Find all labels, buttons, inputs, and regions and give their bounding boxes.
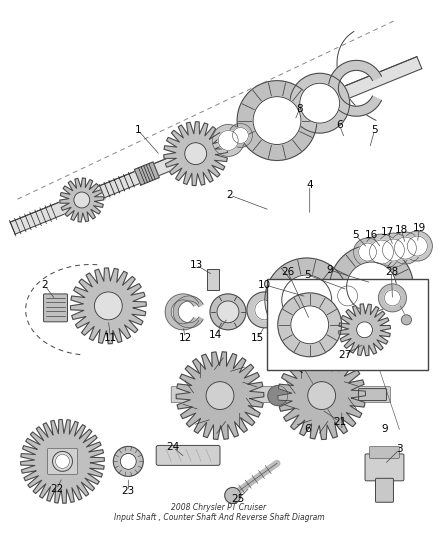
Circle shape (95, 292, 122, 320)
Text: 5: 5 (352, 230, 359, 240)
Text: 5: 5 (304, 270, 311, 280)
Text: 2: 2 (226, 190, 233, 200)
Text: 12: 12 (178, 333, 192, 343)
Circle shape (377, 233, 410, 267)
Text: 2: 2 (41, 280, 48, 290)
Circle shape (113, 447, 143, 477)
Text: 2008 Chrysler PT Cruiser
Input Shaft , Counter Shaft And Reverse Shaft Diagram: 2008 Chrysler PT Cruiser Input Shaft , C… (114, 503, 324, 522)
Circle shape (278, 293, 342, 357)
FancyBboxPatch shape (207, 270, 219, 290)
Circle shape (53, 451, 72, 471)
Circle shape (389, 232, 421, 264)
Circle shape (56, 455, 70, 469)
Circle shape (247, 292, 283, 328)
Text: 9: 9 (381, 424, 388, 434)
Circle shape (218, 131, 238, 150)
Circle shape (212, 125, 244, 156)
Polygon shape (21, 419, 104, 503)
Circle shape (378, 284, 406, 312)
Polygon shape (134, 162, 159, 185)
Circle shape (217, 301, 239, 323)
Circle shape (229, 124, 252, 148)
FancyBboxPatch shape (375, 478, 393, 502)
FancyBboxPatch shape (359, 389, 386, 401)
Circle shape (385, 290, 400, 306)
Circle shape (255, 300, 275, 320)
Text: 11: 11 (104, 333, 117, 343)
Circle shape (401, 315, 411, 325)
Text: 22: 22 (50, 484, 63, 494)
FancyBboxPatch shape (370, 447, 399, 458)
Text: 3: 3 (396, 445, 403, 455)
FancyBboxPatch shape (156, 446, 220, 465)
Text: 13: 13 (190, 260, 203, 270)
Polygon shape (60, 178, 104, 222)
Circle shape (370, 240, 393, 264)
FancyBboxPatch shape (171, 386, 390, 402)
Circle shape (237, 80, 317, 160)
Circle shape (290, 73, 350, 133)
Circle shape (359, 243, 377, 261)
Text: 6: 6 (336, 120, 343, 131)
Text: 23: 23 (122, 486, 135, 496)
Text: 18: 18 (395, 225, 408, 235)
Circle shape (395, 237, 417, 259)
Circle shape (364, 234, 399, 270)
Polygon shape (164, 122, 228, 185)
FancyBboxPatch shape (48, 448, 78, 474)
Polygon shape (328, 60, 381, 116)
Text: 9: 9 (326, 265, 333, 275)
Text: 28: 28 (385, 267, 398, 277)
FancyBboxPatch shape (267, 279, 428, 370)
Circle shape (338, 286, 357, 306)
Circle shape (357, 322, 372, 338)
Text: 25: 25 (231, 494, 244, 504)
Text: 5: 5 (371, 125, 378, 135)
Circle shape (353, 238, 381, 266)
Circle shape (332, 280, 364, 312)
Text: 6: 6 (304, 424, 311, 434)
Text: 16: 16 (365, 230, 378, 240)
Circle shape (265, 258, 349, 342)
Text: 26: 26 (281, 267, 294, 277)
Circle shape (300, 83, 339, 123)
Circle shape (291, 306, 328, 344)
FancyBboxPatch shape (365, 454, 404, 481)
Polygon shape (278, 352, 366, 439)
Circle shape (233, 127, 248, 143)
Circle shape (403, 231, 432, 261)
Text: 14: 14 (208, 330, 222, 340)
Text: 4: 4 (307, 180, 313, 190)
FancyBboxPatch shape (43, 294, 67, 322)
Polygon shape (173, 296, 203, 328)
Circle shape (74, 192, 90, 208)
Text: 10: 10 (258, 280, 272, 290)
Text: 27: 27 (338, 350, 351, 360)
Circle shape (120, 454, 136, 470)
Polygon shape (176, 352, 264, 439)
Text: 19: 19 (413, 223, 426, 233)
Circle shape (382, 239, 404, 261)
Polygon shape (165, 294, 199, 330)
Text: 8: 8 (297, 103, 303, 114)
Text: 17: 17 (381, 227, 394, 237)
Polygon shape (339, 304, 390, 356)
Text: 1: 1 (135, 125, 141, 135)
Circle shape (225, 488, 241, 503)
Text: 24: 24 (166, 442, 180, 453)
Circle shape (308, 382, 336, 409)
Circle shape (210, 294, 246, 330)
Circle shape (185, 143, 207, 165)
Circle shape (282, 275, 332, 325)
Circle shape (206, 382, 234, 409)
Circle shape (407, 236, 427, 256)
Circle shape (268, 385, 288, 406)
Polygon shape (71, 268, 146, 344)
Circle shape (253, 96, 301, 144)
Polygon shape (10, 56, 422, 234)
Circle shape (346, 262, 396, 312)
Text: 21: 21 (333, 416, 346, 426)
Circle shape (330, 245, 413, 329)
Text: 15: 15 (251, 333, 265, 343)
